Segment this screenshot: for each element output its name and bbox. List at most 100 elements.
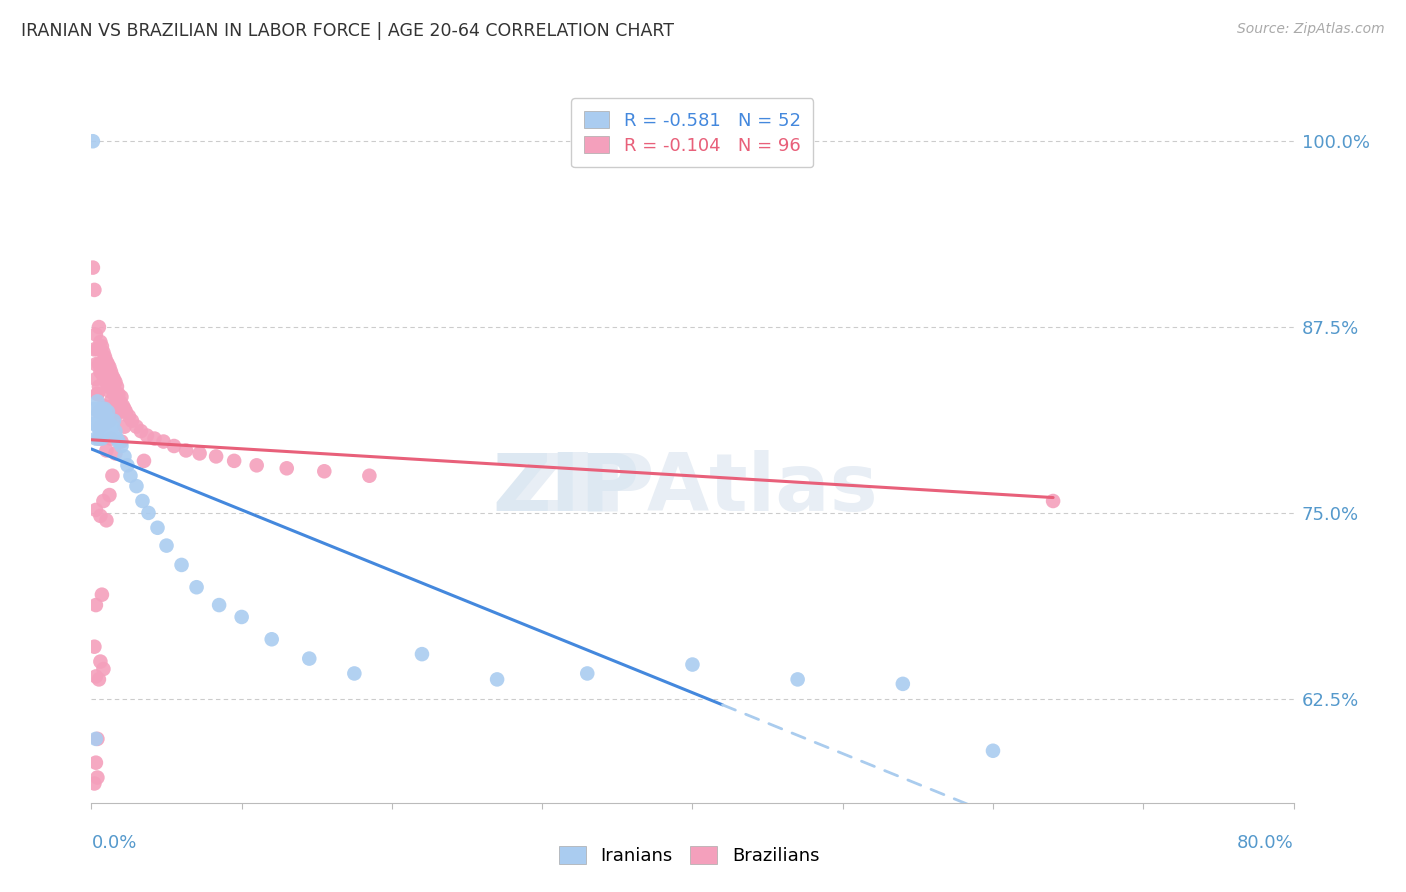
Point (152, 434, 174, 449)
Point (84, 327, 107, 342)
Point (87, 401, 110, 416)
Point (117, 458, 139, 473)
Point (96, 354, 118, 368)
Point (86, 387, 108, 401)
Point (146, 521, 169, 535)
Point (93, 494, 115, 508)
Point (98, 409, 121, 424)
Point (118, 409, 141, 424)
Point (94, 350, 117, 364)
Point (89, 365, 111, 379)
Point (174, 443, 197, 458)
Point (86, 731, 108, 746)
Point (359, 468, 381, 483)
Point (891, 677, 914, 691)
Point (89, 508, 111, 523)
Point (83, 343, 105, 357)
Point (103, 405, 125, 419)
Point (83, 283, 105, 297)
Point (129, 424, 152, 438)
Text: ZIPAtlas: ZIPAtlas (508, 450, 877, 528)
Point (681, 657, 703, 672)
Point (93, 401, 115, 416)
Point (97, 405, 120, 419)
Point (981, 744, 1004, 758)
Point (87, 379, 110, 393)
Point (86, 387, 108, 401)
Point (96, 409, 118, 424)
Point (1042, 494, 1064, 508)
Point (93, 369, 115, 384)
Point (486, 673, 509, 687)
Point (96, 405, 118, 419)
Point (104, 375, 127, 389)
Point (231, 610, 253, 624)
Point (104, 409, 127, 424)
Point (110, 390, 132, 404)
Point (93, 405, 115, 419)
Point (89, 655, 111, 669)
Point (111, 399, 134, 413)
Point (90, 401, 112, 416)
Point (97, 379, 120, 393)
Point (314, 464, 336, 478)
Point (94, 419, 117, 434)
Point (84, 598, 107, 612)
Point (96, 443, 118, 458)
Point (96, 424, 118, 438)
Point (103, 372, 125, 386)
Point (260, 632, 283, 647)
Point (100, 365, 122, 379)
Point (143, 432, 166, 446)
Point (107, 405, 129, 419)
Point (93, 417, 115, 431)
Point (110, 439, 132, 453)
Point (98, 417, 121, 431)
Point (94, 372, 117, 386)
Point (170, 558, 193, 572)
Point (82, 134, 104, 148)
Point (96, 375, 118, 389)
Point (108, 394, 131, 409)
Point (98, 384, 121, 398)
Point (103, 414, 125, 428)
Point (87, 432, 110, 446)
Point (84, 357, 107, 371)
Point (188, 446, 211, 460)
Point (136, 428, 159, 442)
Point (84, 409, 107, 424)
Point (343, 666, 366, 681)
Point (84, 432, 107, 446)
Point (104, 446, 127, 460)
Point (94, 417, 117, 431)
Point (87, 432, 110, 446)
Point (298, 651, 321, 665)
Point (276, 461, 298, 475)
Point (83, 401, 105, 416)
Point (205, 450, 228, 464)
Point (105, 432, 128, 446)
Text: IRANIAN VS BRAZILIAN IN LABOR FORCE | AGE 20-64 CORRELATION CHART: IRANIAN VS BRAZILIAN IN LABOR FORCE | AG… (21, 22, 673, 40)
Point (89, 334, 111, 349)
Point (786, 673, 808, 687)
Point (100, 394, 122, 409)
Point (90, 339, 112, 353)
Point (208, 598, 231, 612)
Point (98, 414, 121, 428)
Point (163, 439, 186, 453)
Point (84, 669, 107, 683)
Point (104, 424, 127, 438)
Point (132, 454, 155, 468)
Point (101, 399, 124, 413)
Point (87, 357, 110, 371)
Point (94, 401, 117, 416)
Point (90, 432, 112, 446)
Text: Source: ZipAtlas.com: Source: ZipAtlas.com (1237, 22, 1385, 37)
Point (84, 372, 107, 386)
Point (89, 419, 111, 434)
Point (83, 417, 105, 431)
Point (89, 405, 111, 419)
Point (93, 345, 115, 359)
Point (97, 357, 120, 371)
Point (86, 419, 108, 434)
